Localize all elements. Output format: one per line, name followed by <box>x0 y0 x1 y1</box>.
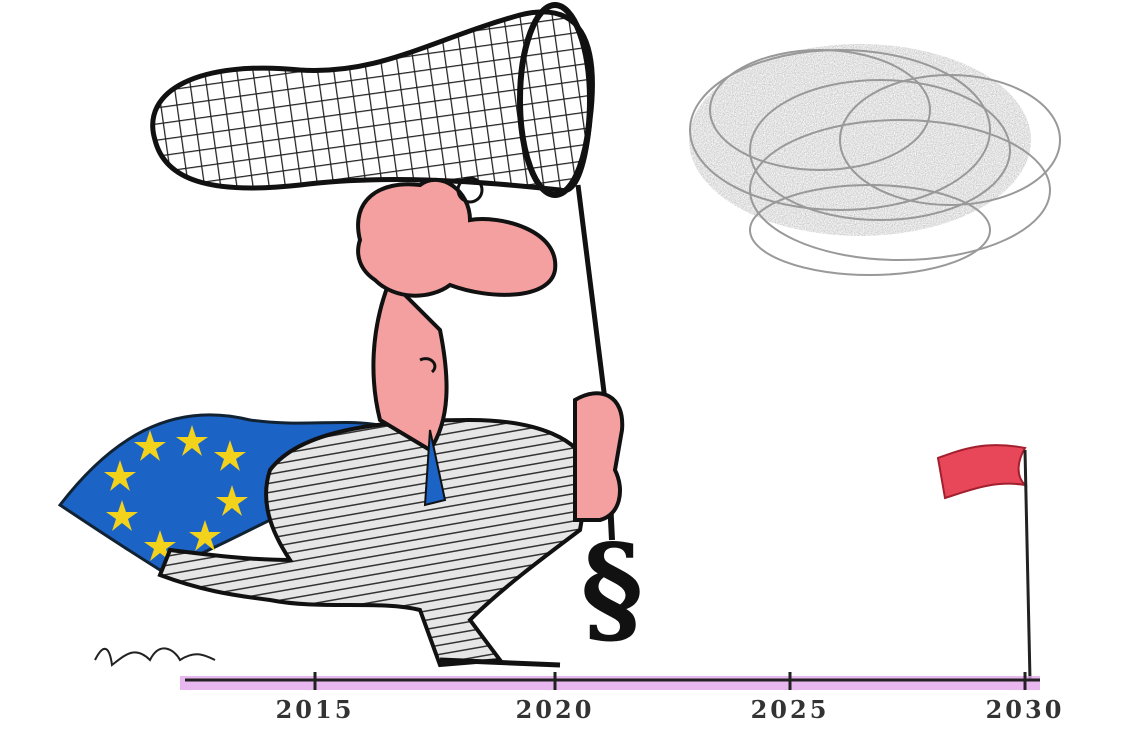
signature <box>94 647 216 667</box>
running-man <box>157 176 625 668</box>
cloud-scribble <box>689 44 1061 276</box>
year-label: 2025 <box>751 695 830 724</box>
section-symbol: § <box>581 518 644 659</box>
timeline-band <box>180 676 1040 690</box>
year-label: 2030 <box>986 695 1065 724</box>
year-label: 2015 <box>276 695 355 724</box>
goal-flag <box>936 444 1032 681</box>
year-label: 2020 <box>516 695 595 724</box>
